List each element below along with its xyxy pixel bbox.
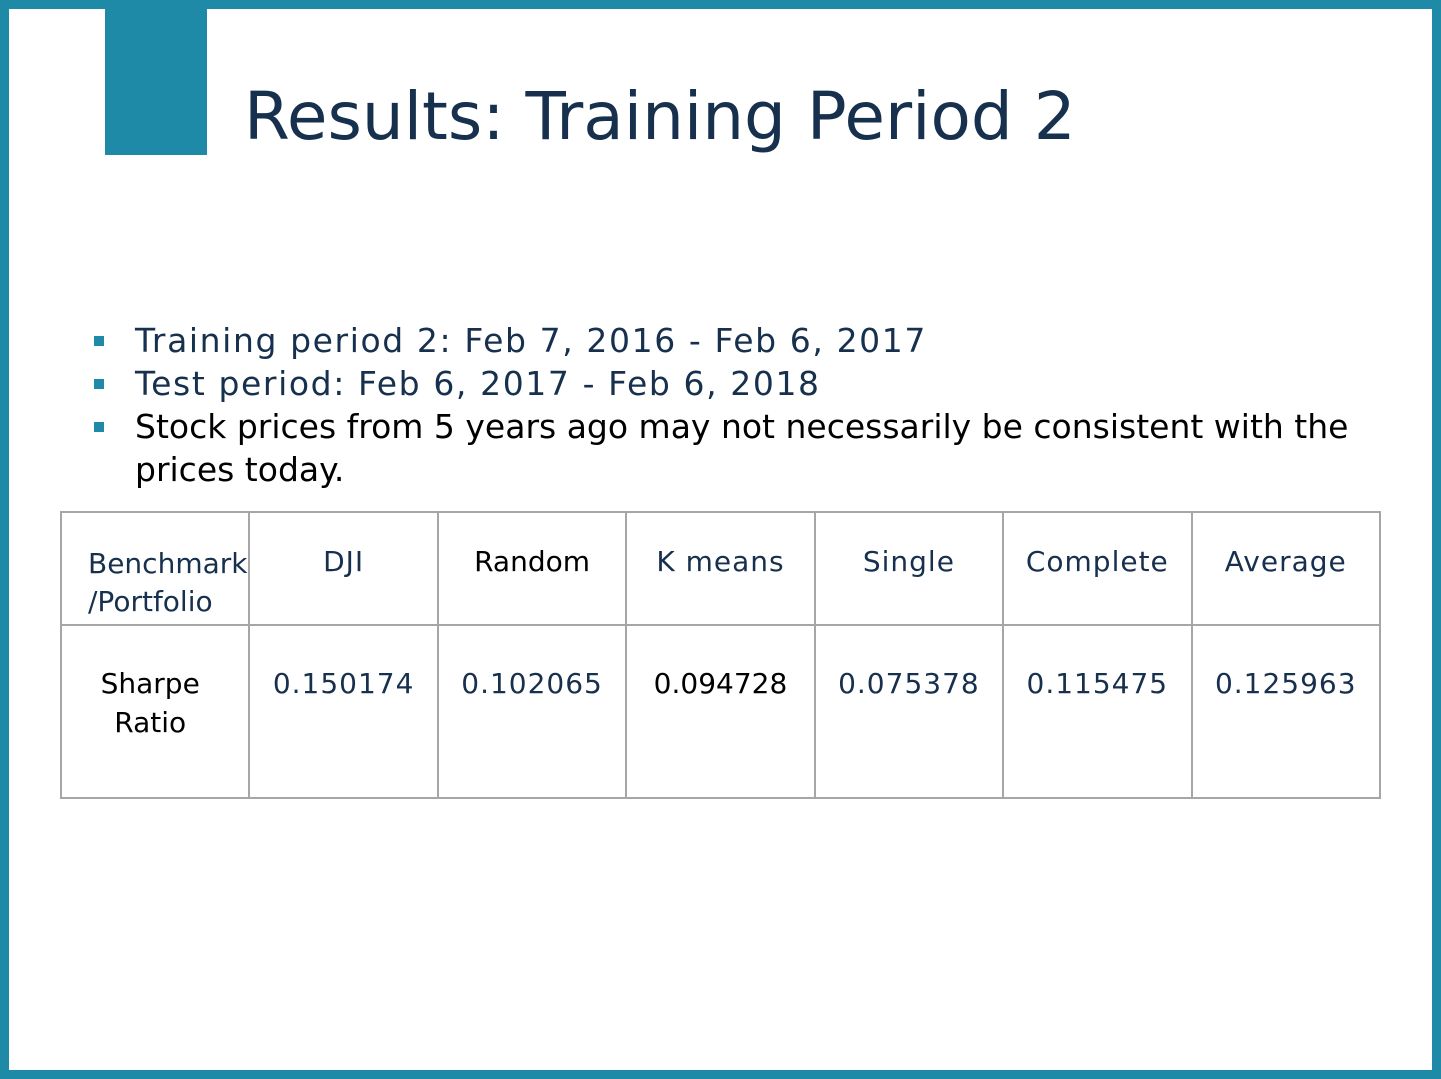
bullet-test-period: Test period: Feb 6, 2017 - Feb 6, 2018 <box>91 362 1351 405</box>
cell-single-value: 0.075378 <box>813 624 1005 799</box>
cell-average-value: 0.125963 <box>1190 624 1382 799</box>
bullet-square-icon <box>94 379 104 389</box>
cell-random-value: 0.102065 <box>436 624 628 799</box>
bullet-text: Training period 2: Feb 7, 2016 - Feb 6, … <box>135 321 927 360</box>
column-header-random: Random <box>436 511 628 626</box>
slide-title: Results: Training Period 2 <box>244 78 1076 155</box>
column-header-single: Single <box>813 511 1005 626</box>
bullet-stock-prices-note: Stock prices from 5 years ago may not ne… <box>91 405 1351 491</box>
column-header-k-means: K means <box>625 511 816 626</box>
row-label-sharpe-ratio: Sharpe Ratio <box>59 624 251 799</box>
results-table: Benchmark /Portfolio DJI Random K means … <box>59 511 1382 799</box>
cell-k-means-value: 0.094728 <box>625 624 816 799</box>
bullet-text: Test period: Feb 6, 2017 - Feb 6, 2018 <box>135 364 821 403</box>
title-accent-block <box>105 9 207 155</box>
table-header-row: Benchmark /Portfolio DJI Random K means … <box>59 511 1382 626</box>
cell-dji-value: 0.150174 <box>248 624 439 799</box>
corner-header-cell: Benchmark /Portfolio <box>59 511 251 626</box>
bullet-square-icon <box>94 422 104 432</box>
bullet-text: Stock prices from 5 years ago may not ne… <box>135 407 1349 489</box>
column-header-average: Average <box>1190 511 1382 626</box>
cell-complete-value: 0.115475 <box>1002 624 1193 799</box>
bullet-list: Training period 2: Feb 7, 2016 - Feb 6, … <box>91 319 1351 491</box>
column-header-dji: DJI <box>248 511 439 626</box>
bullet-square-icon <box>94 336 104 346</box>
bullet-training-period: Training period 2: Feb 7, 2016 - Feb 6, … <box>91 319 1351 362</box>
table-row: Sharpe Ratio 0.150174 0.102065 0.094728 … <box>59 624 1382 799</box>
column-header-complete: Complete <box>1002 511 1193 626</box>
